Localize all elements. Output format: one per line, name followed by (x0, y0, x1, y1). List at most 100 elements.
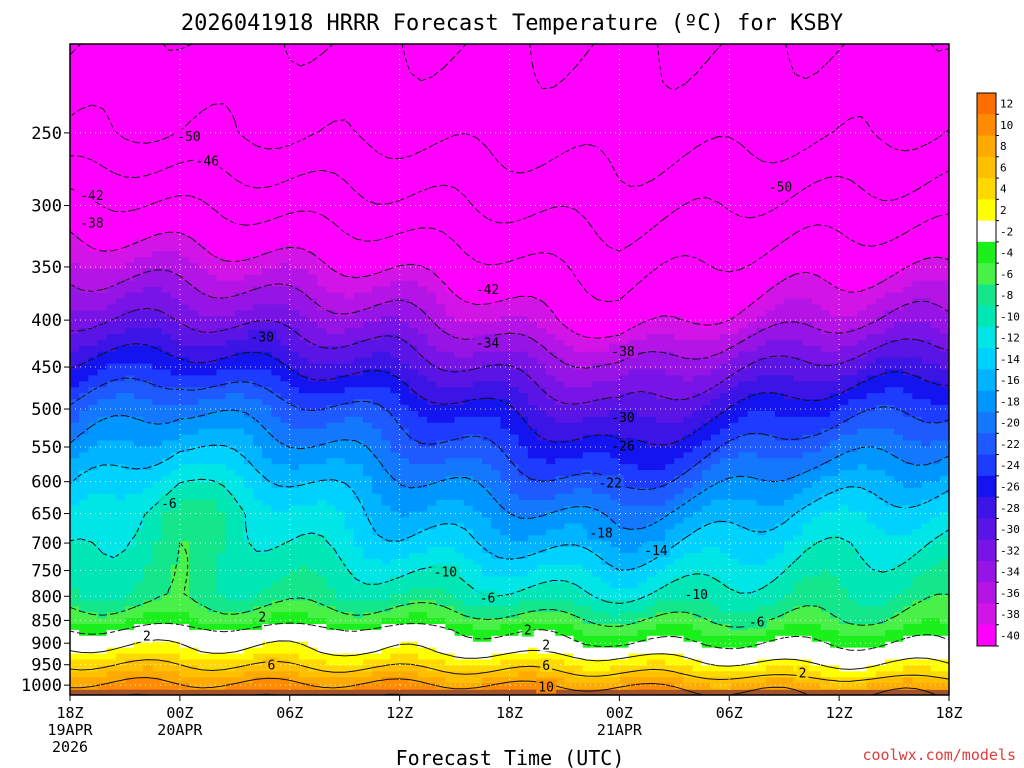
x-tick-label: 06Z (716, 704, 743, 722)
colorbar-swatch (977, 156, 996, 179)
colorbar-label: 6 (1000, 161, 1007, 174)
x-tick-label: 06Z (276, 704, 303, 722)
colorbar-swatch (977, 475, 996, 498)
colorbar-label: 4 (1000, 183, 1007, 196)
isotherm-label: 6 (542, 659, 550, 674)
isotherm-contours (70, 44, 949, 695)
isotherm-label: -30 (611, 411, 634, 426)
chart-title: 2026041918 HRRR Forecast Temperature (ºC… (181, 11, 843, 36)
colorbar-swatch (977, 603, 996, 626)
isotherm-label: -38 (80, 216, 103, 231)
x-tick-label: 2026 (52, 738, 88, 756)
isotherm-label: -18 (589, 527, 612, 542)
isotherm-label: -42 (476, 283, 499, 298)
y-tick-label: 600 (31, 473, 62, 493)
isotherm-label: -50 (177, 130, 200, 145)
x-tick-label: 18Z (496, 704, 523, 722)
y-tick-label: 850 (31, 611, 62, 631)
colorbar-label: -2 (1000, 225, 1013, 238)
colorbar-label: -34 (1000, 566, 1020, 579)
isotherm-label: -22 (598, 476, 621, 491)
y-tick-label: 1000 (21, 676, 62, 696)
colorbar: 12 10 8 6 4 2 -2 -4 -6 -8 -10 -12 -14 -16 -18 -20 -22 -24… (976, 92, 1020, 647)
colorbar-swatch (977, 454, 996, 477)
colorbar-label: -28 (1000, 502, 1020, 515)
y-tick-label: 550 (31, 438, 62, 458)
isotherm-label: 2 (143, 630, 151, 645)
y-tick-label: 800 (31, 587, 62, 607)
x-tick-label: 00Z (166, 704, 193, 722)
colorbar-swatch (977, 220, 996, 243)
x-tick-label: 19APR (47, 721, 93, 739)
x-tick-label: 12Z (826, 704, 853, 722)
colorbar-swatch (977, 369, 996, 392)
isotherm-label: -38 (611, 345, 634, 360)
colorbar-label: -6 (1000, 268, 1013, 281)
colorbar-swatch (977, 241, 996, 264)
colorbar-label: -30 (1000, 523, 1020, 536)
y-tick-label: 650 (31, 505, 62, 525)
x-tick-label: 00Z (606, 704, 633, 722)
credit-text: coolwx.com/models (862, 746, 1016, 764)
colorbar-swatch (977, 178, 996, 200)
colorbar-label: -38 (1000, 608, 1020, 621)
colorbar-swatch (977, 305, 996, 328)
colorbar-swatch (977, 135, 996, 158)
isotherm-label: -46 (196, 155, 219, 170)
colorbar-swatch (977, 114, 996, 136)
y-tick-label: 750 (31, 562, 62, 582)
colorbar-swatch (977, 326, 996, 349)
x-tick-label: 18Z (56, 704, 83, 722)
isotherm-label: 2 (524, 624, 532, 639)
isotherm-label: 2 (542, 639, 550, 654)
colorbar-label: -18 (1000, 395, 1020, 408)
colorbar-swatch (977, 582, 996, 604)
isotherm-label: -42 (80, 189, 103, 204)
colorbar-label: 8 (1000, 140, 1007, 153)
y-tick-label: 400 (31, 311, 62, 331)
isotherm-label: 2 (799, 667, 807, 682)
isotherm-label: 10 (538, 680, 554, 695)
colorbar-swatch (977, 263, 996, 285)
colorbar-label: -14 (1000, 353, 1020, 366)
x-tick-label: 21APR (597, 721, 643, 739)
isotherm-label: -6 (749, 615, 765, 630)
x-tick-label: 20APR (157, 721, 203, 739)
colorbar-label: -8 (1000, 289, 1013, 302)
isotherm-label: -30 (251, 331, 274, 346)
colorbar-swatch (977, 348, 996, 370)
colorbar-swatch (977, 199, 996, 222)
colorbar-swatch (977, 497, 996, 519)
colorbar-label: -40 (1000, 629, 1020, 642)
colorbar-swatch (977, 412, 996, 434)
colorbar-label: -16 (1000, 374, 1020, 387)
colorbar-label: -10 (1000, 310, 1020, 323)
colorbar-swatch (977, 560, 996, 583)
colorbar-label: -26 (1000, 480, 1020, 493)
colorbar-swatch (977, 390, 996, 413)
isotherm-label: -10 (685, 588, 708, 603)
isotherm-labels: -50 -46 -42 -38 -50 -42 -30 -34 -38 -30 -26 -22 -18 -… (77, 129, 809, 695)
colorbar-label: -20 (1000, 417, 1020, 430)
colorbar-swatch (977, 518, 996, 541)
y-tick-label: 500 (31, 400, 62, 420)
colorbar-label: 12 (1000, 98, 1013, 111)
temperature-field (70, 44, 949, 695)
isotherm-label: -14 (644, 544, 668, 559)
colorbar-swatch (977, 539, 996, 562)
isotherm-label: -50 (769, 180, 792, 195)
isotherm-label: 6 (268, 658, 276, 673)
isotherm-label: -10 (434, 566, 457, 581)
y-tick-label: 700 (31, 534, 62, 554)
colorbar-swatch (977, 433, 996, 455)
colorbar-swatch (977, 284, 996, 307)
colorbar-label: 10 (1000, 119, 1013, 132)
colorbar-swatch (977, 93, 996, 115)
x-tick-label: 18Z (935, 704, 962, 722)
isotherm-label: -26 (611, 440, 634, 455)
colorbar-label: -32 (1000, 544, 1020, 557)
colorbar-label: -22 (1000, 438, 1020, 451)
x-tick-label: 12Z (386, 704, 413, 722)
